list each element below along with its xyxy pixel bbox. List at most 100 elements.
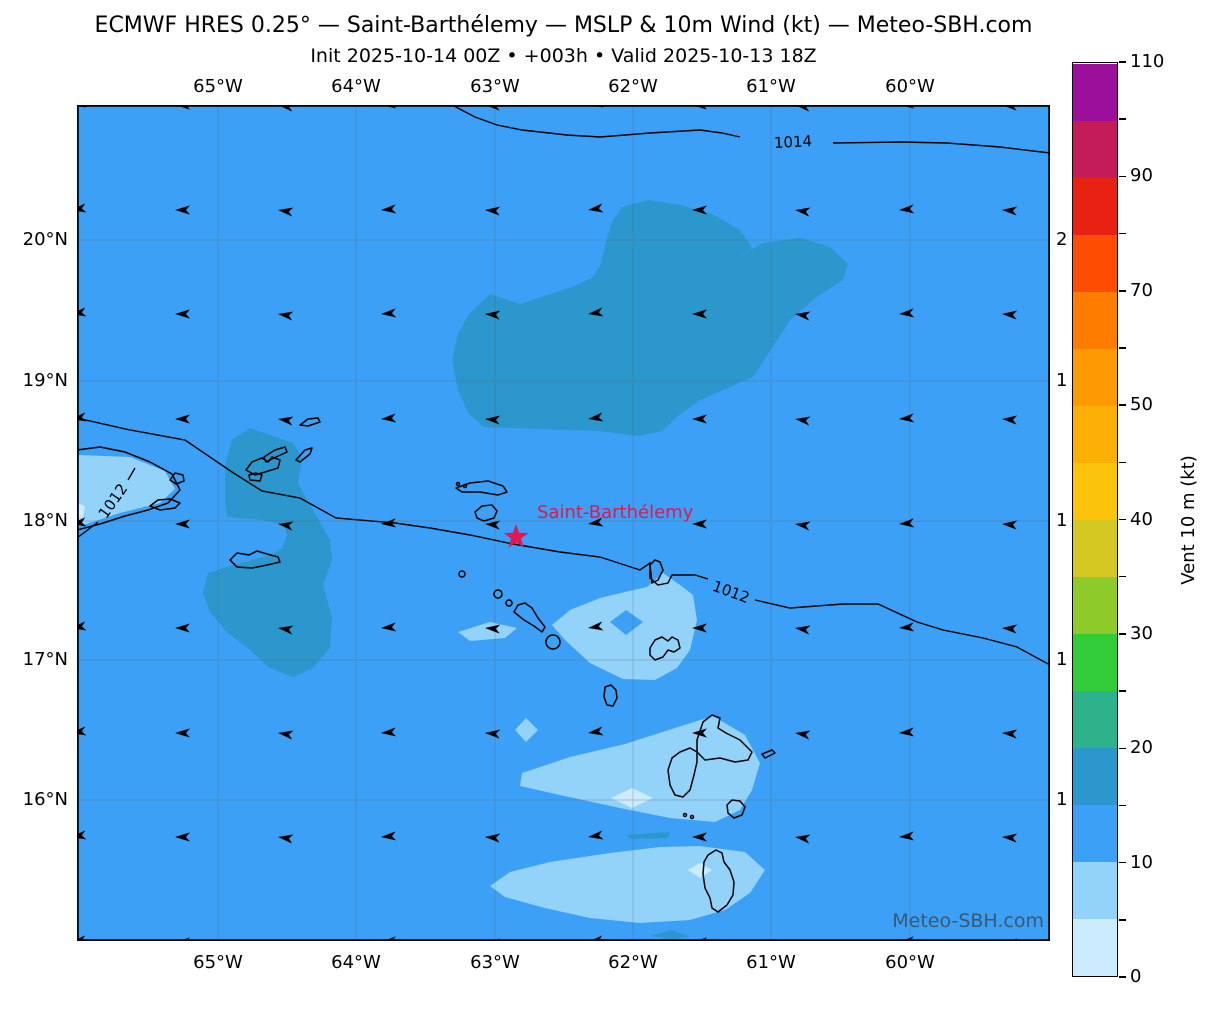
wind-arrow bbox=[278, 311, 294, 321]
wind-arrow bbox=[795, 521, 811, 531]
island-guadeloupe-basse-terre bbox=[667, 747, 698, 798]
wind-arrow bbox=[381, 204, 397, 214]
wind-arrow bbox=[588, 517, 604, 527]
wind-arrow bbox=[381, 518, 397, 528]
wind-arrow bbox=[899, 204, 915, 214]
wind-arrow bbox=[278, 521, 294, 531]
page-subtitle: Init 2025-10-14 00Z • +003h • Valid 2025… bbox=[310, 45, 817, 67]
island-guadeloupe-grande-terre bbox=[696, 714, 753, 763]
wind-arrow bbox=[485, 415, 501, 425]
wind-arrow bbox=[485, 206, 501, 216]
colorbar-tick-label-110: 110 bbox=[1130, 51, 1165, 72]
sea-background bbox=[77, 105, 1050, 941]
wind-arrow bbox=[899, 831, 915, 841]
wind-arrow bbox=[485, 729, 501, 739]
colorbar-tick-label-0: 0 bbox=[1130, 966, 1142, 987]
lon-label-bottom: 60°W bbox=[885, 952, 935, 973]
wind-arrow bbox=[278, 102, 294, 112]
colorbar-segment-5-10 bbox=[1073, 861, 1117, 920]
wind-arrow bbox=[899, 518, 915, 528]
colorbar-segment-15-20 bbox=[1073, 747, 1117, 806]
region-wind-15-20-upper-blob bbox=[452, 200, 848, 436]
island-antigua bbox=[649, 636, 681, 661]
region-wind-0-5-puerto-rico bbox=[77, 503, 85, 519]
colorbar-tick-label-30: 30 bbox=[1130, 622, 1153, 644]
island-nevis bbox=[545, 634, 561, 650]
island-tortola bbox=[263, 446, 288, 463]
colorbar-tick-label-50: 50 bbox=[1130, 394, 1153, 416]
colorbar-tick-5 bbox=[1119, 919, 1126, 921]
colorbar-segment-80-90 bbox=[1073, 177, 1117, 236]
region-wind-5-10-sliver-stkitts bbox=[458, 622, 517, 641]
wind-arrow bbox=[485, 624, 501, 634]
region-wind-15-20-virgin-islands bbox=[203, 428, 332, 677]
colorbar-segment-70-80 bbox=[1073, 234, 1117, 293]
lon-label-top: 65°W bbox=[193, 76, 243, 97]
wind-arrow bbox=[795, 102, 811, 112]
wind-arrow bbox=[1002, 415, 1018, 425]
lon-label-top: 64°W bbox=[331, 76, 381, 97]
island-culebra bbox=[169, 472, 185, 485]
colorbar-tick-label-10: 10 bbox=[1130, 851, 1153, 873]
isobar-1014-line bbox=[832, 141, 1051, 154]
colorbar-tick-90 bbox=[1119, 175, 1126, 178]
wind-arrow bbox=[278, 416, 294, 426]
colorbar-tick-70 bbox=[1119, 290, 1126, 292]
island-montserrat bbox=[603, 684, 618, 707]
wind-arrow bbox=[175, 832, 190, 842]
page-title: ECMWF HRES 0.25° — Saint-Barthélemy — MS… bbox=[94, 13, 1033, 38]
lon-label-bottom: 64°W bbox=[331, 952, 381, 973]
colorbar-segment-90-100 bbox=[1073, 120, 1117, 179]
wind-arrow bbox=[692, 728, 707, 738]
graticule bbox=[77, 105, 1050, 941]
wind-arrow bbox=[588, 412, 604, 422]
island-virgin-gorda bbox=[295, 447, 313, 463]
wind-arrow bbox=[692, 414, 707, 424]
wind-arrow bbox=[1002, 310, 1018, 320]
map-border bbox=[76, 104, 1051, 942]
colorbar-tick-25 bbox=[1119, 690, 1126, 692]
wind-arrow bbox=[795, 311, 811, 321]
lat-label-right-clipped: 19°N bbox=[1056, 370, 1067, 391]
isobar-1014-label: 1014 bbox=[773, 132, 812, 152]
wind-arrow bbox=[899, 622, 915, 632]
colorbar-tick-40 bbox=[1119, 518, 1126, 521]
island-st-thomas bbox=[245, 456, 281, 476]
island-la-desirade bbox=[761, 749, 776, 759]
wind-arrow bbox=[381, 622, 397, 632]
colorbar-tick-label-70: 70 bbox=[1130, 279, 1153, 301]
wind-arrow bbox=[1002, 206, 1018, 216]
lon-label-top: 61°W bbox=[746, 76, 796, 97]
colorbar-tick-20 bbox=[1119, 747, 1126, 749]
lat-label-left: 16°N bbox=[22, 789, 68, 810]
region-wind-10-15-hole-antigua bbox=[610, 610, 643, 635]
isobar-1014 bbox=[451, 104, 1051, 154]
isobar-1012-puerto-rico-line bbox=[127, 467, 136, 481]
colorbar-tick-35 bbox=[1119, 575, 1126, 578]
lon-label-bottom: 62°W bbox=[608, 952, 658, 973]
island-anguilla-cay-2 bbox=[462, 483, 468, 489]
lat-label-right-clipped: 18°N bbox=[1056, 510, 1067, 531]
wind-arrow bbox=[588, 621, 604, 631]
wind-arrow bbox=[485, 310, 501, 320]
colorbar-axis-label: Vent 10 m (kt) bbox=[1178, 455, 1199, 585]
colorbar-tick-15 bbox=[1119, 804, 1126, 807]
island-les-saintes-2 bbox=[689, 814, 695, 820]
lat-label-left: 17°N bbox=[22, 649, 68, 670]
region-wind-15-20-streak-guadeloupe bbox=[627, 832, 670, 839]
island-st-eustatius bbox=[505, 599, 513, 607]
island-vieques bbox=[149, 498, 181, 511]
region-wind-15-20-streak-south bbox=[650, 930, 690, 940]
island-anegada bbox=[299, 417, 321, 427]
lat-label-left: 20°N bbox=[22, 229, 68, 250]
watermark-text: Meteo-SBH.com bbox=[892, 910, 1044, 932]
region-wind-5-10-guadeloupe-plume bbox=[520, 716, 760, 822]
coastlines bbox=[76, 417, 776, 913]
colorbar-segment-45-50 bbox=[1073, 405, 1117, 464]
colorbar-tick-100 bbox=[1119, 118, 1126, 120]
island-les-saintes-1 bbox=[682, 812, 688, 818]
isobar-1012-line bbox=[754, 599, 1051, 666]
lat-label-right-clipped: 17°N bbox=[1056, 649, 1067, 670]
